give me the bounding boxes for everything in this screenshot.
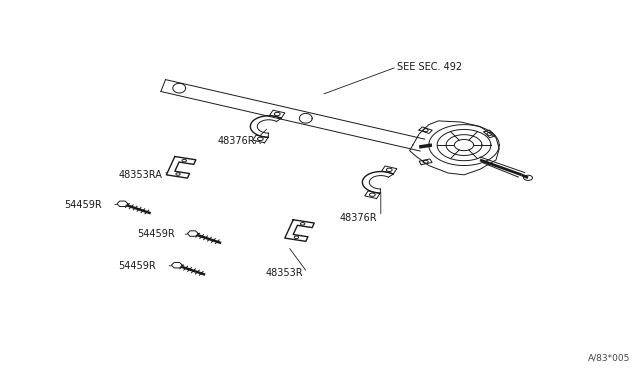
Text: SEE SEC. 492: SEE SEC. 492 bbox=[397, 62, 462, 72]
Polygon shape bbox=[269, 110, 285, 118]
Text: 48353RA: 48353RA bbox=[118, 170, 163, 180]
Polygon shape bbox=[365, 191, 380, 199]
Text: 48376R: 48376R bbox=[339, 213, 377, 222]
Polygon shape bbox=[188, 231, 198, 236]
Text: 48353R: 48353R bbox=[266, 269, 303, 278]
Text: 48376RA: 48376RA bbox=[218, 137, 262, 146]
Polygon shape bbox=[419, 159, 432, 165]
Text: 54459R: 54459R bbox=[64, 200, 102, 209]
Polygon shape bbox=[381, 166, 397, 174]
Polygon shape bbox=[172, 263, 182, 268]
Polygon shape bbox=[253, 135, 268, 143]
Text: A/83*005: A/83*005 bbox=[588, 354, 630, 363]
Polygon shape bbox=[117, 201, 128, 206]
Polygon shape bbox=[484, 130, 495, 138]
Polygon shape bbox=[285, 220, 314, 241]
Text: 54459R: 54459R bbox=[138, 230, 175, 239]
Text: 54459R: 54459R bbox=[118, 261, 156, 271]
Polygon shape bbox=[419, 127, 432, 134]
Polygon shape bbox=[166, 157, 196, 178]
